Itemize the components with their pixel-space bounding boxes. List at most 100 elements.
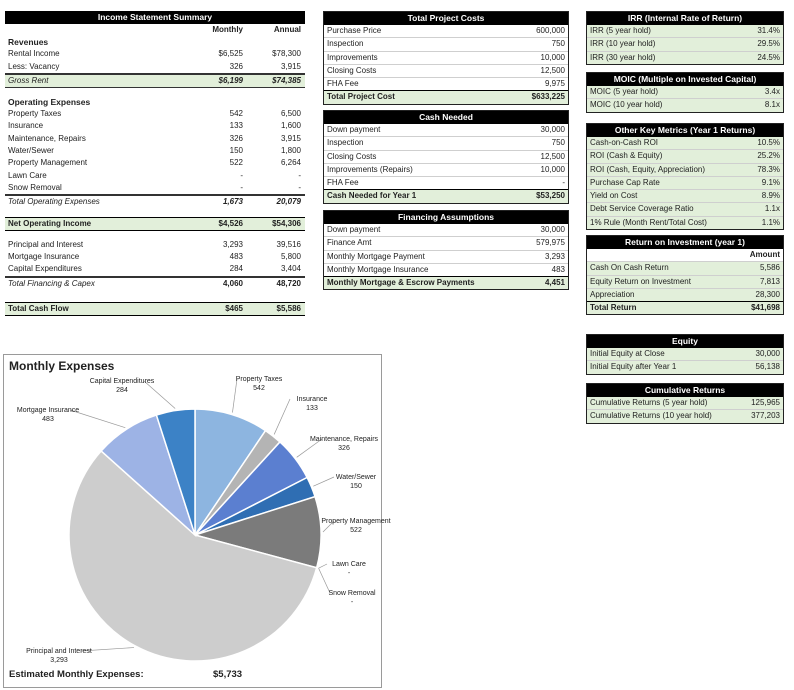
project-cost-row: FHA Fee 9,975	[327, 79, 565, 89]
leader-line	[80, 647, 135, 652]
slice-label: Property Management 522	[316, 517, 396, 535]
gross-rent-row: Gross Rent $6,199 $74,385	[5, 73, 305, 89]
project-costs-table: Total Project Costs Purchase Price 600,00…	[323, 11, 569, 105]
opex-row: Water/Sewer 150 1,800	[8, 146, 301, 156]
cash-needed-total-row: Cash Needed for Year 1 $53,250	[324, 189, 568, 203]
financing-assumption-row: Finance Amt 579,975	[324, 237, 568, 251]
opex-row: Snow Removal - -	[5, 182, 305, 196]
cumulative-returns-title: Cumulative Returns	[587, 384, 783, 397]
slice-name: Property Taxes	[235, 376, 283, 383]
col-monthly: Monthly	[212, 25, 243, 34]
slice-name: Insurance	[296, 396, 328, 403]
key-metric-row: Purchase Cap Rate 9.1%	[587, 176, 783, 191]
column-headers: Monthly Annual	[5, 24, 305, 36]
financing-row: Principal and Interest 3,293 39,516	[8, 239, 301, 249]
moic-row: MOIC (10 year hold) 8.1x	[587, 99, 783, 112]
roi-title: Return on Investment (year 1)	[587, 236, 783, 249]
leader-line	[232, 378, 238, 413]
slice-value: -	[347, 570, 351, 577]
equity-row: Initial Equity after Year 1 56,138	[587, 361, 783, 374]
slice-label: Capital Expenditures 284	[82, 377, 162, 395]
key-metric-row: Debt Service Coverage Ratio 1.1x	[587, 203, 783, 217]
equity-table: Equity Initial Equity at Close 30,000 Init…	[586, 334, 784, 375]
total-return-row: Total Return $41,698	[587, 301, 783, 315]
estimated-expenses-value: $5,733	[213, 669, 243, 680]
chart-title: Monthly Expenses	[9, 359, 115, 373]
cash-needed-title: Cash Needed	[324, 111, 568, 124]
monthly-payments-total-row: Monthly Mortgage & Escrow Payments 4,451	[324, 276, 568, 290]
leader-line	[318, 568, 331, 594]
pie-chart	[68, 378, 335, 662]
total-financing-row: Total Financing & Capex 4,060 48,720	[5, 276, 305, 290]
slice-name: Mortgage Insurance	[16, 407, 80, 414]
pie-slice	[155, 408, 196, 536]
financing-row: Mortgage Insurance 483 5,800	[8, 252, 301, 262]
income-statement-title: Income Statement Summary	[5, 11, 305, 24]
slice-value: 150	[350, 483, 362, 490]
noi-row: Net Operating Income $4,526 $54,306	[5, 216, 305, 231]
financing-assumption-row: Monthly Mortgage Payment 3,293	[324, 251, 568, 264]
slice-name: Water/Sewer	[335, 474, 377, 481]
equity-row: Initial Equity at Close 30,000	[587, 348, 783, 362]
slice-value: 522	[350, 527, 362, 534]
leader-line	[322, 520, 335, 533]
slice-name: Property Management	[321, 518, 391, 525]
slice-label: Water/Sewer 150	[316, 473, 396, 491]
financing-assumptions-table: Financing Assumptions Down payment 30,000…	[323, 210, 569, 291]
irr-row: IRR (30 year hold) 24.5%	[587, 51, 783, 64]
income-statement: Income Statement Summary Monthly Annual …	[5, 11, 305, 317]
slice-name: Maintenance, Repairs	[309, 436, 379, 443]
moic-title: MOIC (Multiple on Invested Capital)	[587, 73, 783, 86]
irr-row: IRR (10 year hold) 29.5%	[587, 38, 783, 52]
opex-row: Property Taxes 542 6,500	[8, 109, 301, 119]
irr-row: IRR (5 year hold) 31.4%	[587, 25, 783, 39]
col-annual: Annual	[273, 25, 301, 34]
roi-amount-header: Amount	[587, 249, 783, 263]
roi-row: Appreciation 28,300	[587, 288, 783, 302]
slice-value: 133	[306, 405, 318, 412]
cumulative-return-row: Cumulative Returns (5 year hold) 125,965	[587, 397, 783, 411]
leader-line	[69, 409, 126, 428]
financing-assumption-row: Down payment 30,000	[324, 224, 568, 238]
key-metric-row: ROI (Cash & Equity) 25.2%	[587, 150, 783, 164]
slice-label: Insurance 133	[272, 395, 352, 413]
slice-value: -	[350, 599, 354, 606]
project-cost-row: Inspection 750	[324, 38, 568, 52]
key-metric-row: Cash-on-Cash ROI 10.5%	[587, 137, 783, 151]
slice-label: Snow Removal -	[312, 589, 392, 607]
revenues-heading: Revenues	[8, 37, 49, 48]
moic-table: MOIC (Multiple on Invested Capital) MOIC…	[586, 72, 784, 113]
financing-assumptions-title: Financing Assumptions	[324, 211, 568, 224]
financing-assumption-row: Monthly Mortgage Insurance 483	[327, 264, 565, 274]
pie-slice	[194, 408, 267, 538]
key-metric-row: ROI (Cash, Equity, Appreciation) 78.3%	[587, 163, 783, 177]
slice-value: 483	[42, 416, 54, 423]
total-opex-row: Total Operating Expenses 1,673 20,079	[5, 195, 305, 208]
slice-value: 326	[338, 445, 350, 452]
slice-name: Snow Removal	[328, 590, 376, 597]
key-metric-row: 1% Rule (Month Rent/Total Cost) 1.1%	[587, 216, 783, 230]
leader-line	[313, 476, 335, 487]
leader-line	[296, 438, 323, 458]
slice-label: Mortgage Insurance 483	[8, 406, 88, 424]
slice-value: 284	[116, 387, 128, 394]
moic-row: MOIC (5 year hold) 3.4x	[587, 86, 783, 100]
roi-table: Return on Investment (year 1) Amount Cas…	[586, 235, 784, 316]
pie-slice	[68, 449, 318, 662]
leader-line	[143, 380, 176, 409]
slice-name: Principal and Interest	[26, 648, 92, 655]
project-cost-row: Closing Costs 12,500	[324, 65, 568, 79]
project-cost-row: Improvements 10,000	[324, 52, 568, 65]
key-metrics-title: Other Key Metrics (Year 1 Returns)	[587, 124, 783, 137]
cash-needed-table: Cash Needed Down payment 30,000 Inspection…	[323, 110, 569, 204]
opex-heading: Operating Expenses	[8, 97, 91, 108]
slice-value: 542	[253, 385, 265, 392]
opex-row: Lawn Care - -	[8, 170, 301, 180]
slice-label: Principal and Interest 3,293	[19, 647, 99, 665]
key-metrics-table: Other Key Metrics (Year 1 Returns) Cash-…	[586, 123, 784, 231]
project-costs-title: Total Project Costs	[324, 12, 568, 25]
slice-name: Capital Expenditures	[89, 378, 155, 385]
revenue-row: Less: Vacancy 326 3,915	[5, 61, 305, 74]
slice-value: 3,293	[50, 657, 68, 664]
leader-line	[318, 563, 328, 569]
